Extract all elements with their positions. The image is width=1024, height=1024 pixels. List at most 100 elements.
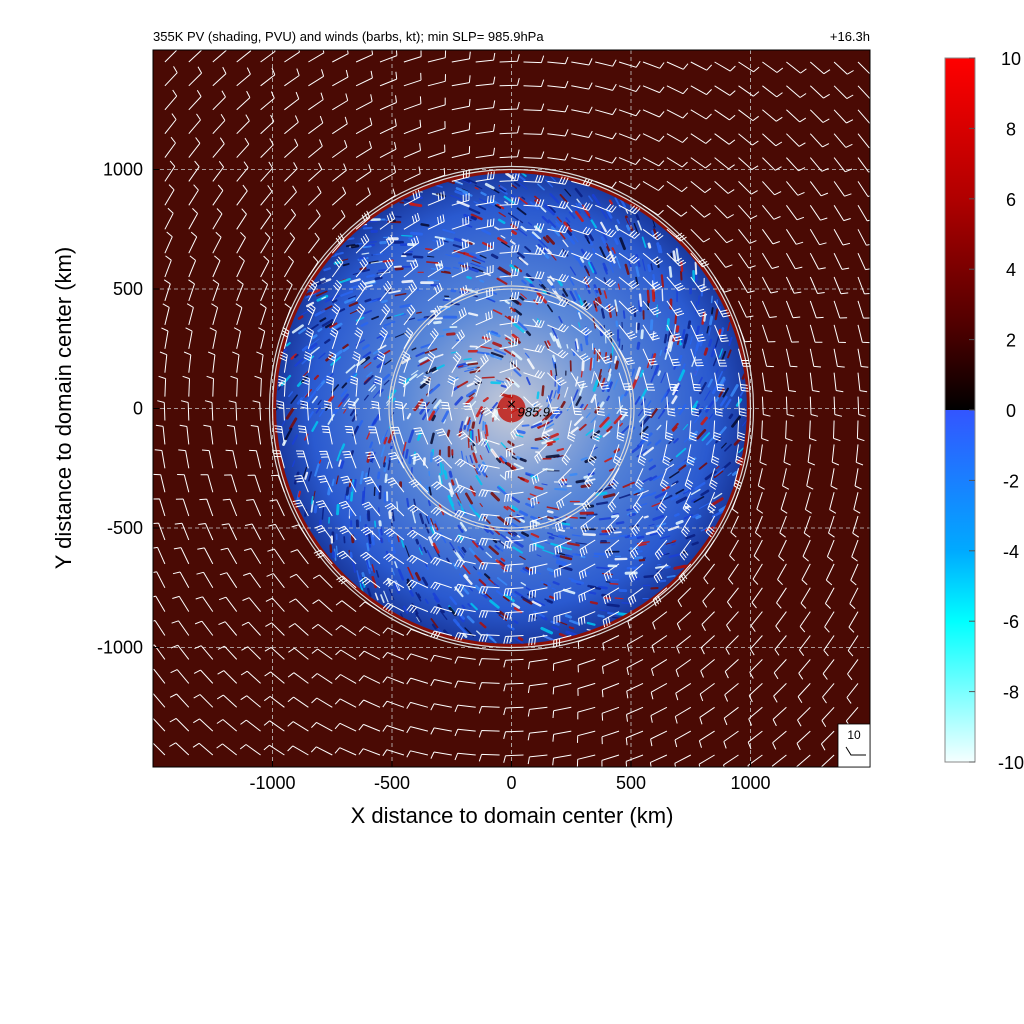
wind-barb bbox=[762, 181, 782, 196]
wind-barb bbox=[595, 203, 617, 213]
pv-texture-streak bbox=[556, 447, 565, 452]
wind-barb bbox=[382, 602, 405, 613]
wind-barb bbox=[595, 83, 617, 91]
wind-barb bbox=[723, 754, 739, 767]
wind-barb bbox=[684, 468, 694, 490]
pv-texture-streak bbox=[457, 546, 462, 551]
pv-texture-streak bbox=[323, 267, 331, 272]
pv-texture-streak bbox=[540, 580, 552, 587]
pv-texture-streak bbox=[590, 393, 597, 404]
pv-texture-streak bbox=[602, 493, 616, 499]
pv-texture-streak bbox=[589, 601, 598, 605]
pv-texture-streak bbox=[700, 489, 710, 497]
pv-texture-streak bbox=[307, 411, 314, 421]
wind-barb bbox=[785, 372, 796, 393]
wind-barb bbox=[379, 50, 398, 63]
wind-barb bbox=[523, 175, 545, 183]
pv-texture-streak bbox=[697, 376, 703, 386]
pv-texture-streak bbox=[342, 263, 350, 267]
pv-texture-streak bbox=[534, 195, 540, 202]
barb-reference-box: 10 bbox=[837, 723, 871, 768]
wind-barb bbox=[809, 181, 829, 197]
pv-texture-streak bbox=[588, 239, 594, 246]
pv-texture-streak bbox=[516, 207, 527, 216]
wind-barb bbox=[321, 425, 333, 445]
pv-texture-streak bbox=[673, 564, 687, 570]
wind-barb bbox=[344, 425, 357, 445]
wind-barb bbox=[571, 106, 593, 114]
wind-barb bbox=[547, 348, 569, 359]
wind-barb bbox=[529, 515, 548, 530]
wind-barb bbox=[447, 375, 456, 397]
wind-barb bbox=[824, 587, 835, 609]
wind-barb bbox=[528, 611, 548, 623]
wind-barb bbox=[244, 523, 262, 541]
wind-barb bbox=[601, 706, 620, 721]
pv-texture-streak bbox=[378, 529, 383, 539]
wind-barb bbox=[776, 587, 787, 609]
wind-barb bbox=[164, 160, 176, 182]
pv-texture-streak bbox=[363, 375, 374, 385]
wind-barb bbox=[169, 717, 190, 732]
wind-barb bbox=[528, 587, 548, 599]
wind-barb bbox=[854, 468, 862, 490]
pv-texture-streak bbox=[699, 340, 704, 347]
wind-barb bbox=[334, 747, 357, 756]
pv-texture-streak bbox=[426, 549, 433, 561]
wind-barb bbox=[401, 351, 411, 373]
wind-barb bbox=[857, 181, 870, 197]
pv-texture-streak bbox=[568, 577, 574, 581]
pv-texture-streak bbox=[538, 238, 549, 249]
wind-barb bbox=[499, 149, 520, 159]
pv-texture-streak bbox=[641, 476, 652, 484]
wind-barb bbox=[738, 109, 759, 122]
pv-texture-streak bbox=[342, 346, 350, 352]
pv-texture-streak bbox=[548, 535, 555, 540]
wind-barb bbox=[677, 587, 692, 608]
pv-texture-streak bbox=[368, 260, 379, 264]
pv-texture-streak bbox=[345, 486, 350, 496]
wind-barb bbox=[270, 474, 285, 493]
wind-barb bbox=[809, 133, 830, 148]
pv-texture-streak bbox=[498, 485, 506, 492]
wind-barb bbox=[499, 77, 520, 87]
pv-texture-streak bbox=[674, 313, 678, 325]
wind-barb bbox=[761, 324, 776, 343]
wind-barb bbox=[267, 548, 285, 565]
wind-barb bbox=[738, 348, 751, 367]
wind-barb bbox=[236, 67, 251, 87]
pv-texture-streak bbox=[397, 568, 405, 581]
wind-barb bbox=[406, 604, 429, 614]
pv-texture-streak bbox=[613, 355, 618, 364]
radius-ring bbox=[388, 285, 635, 532]
pv-texture-streak bbox=[402, 381, 410, 388]
pv-texture-streak bbox=[358, 575, 364, 588]
wind-barb bbox=[241, 646, 261, 660]
wind-barb bbox=[243, 548, 262, 565]
pv-texture-streak bbox=[533, 408, 542, 418]
pv-texture-streak bbox=[479, 279, 485, 283]
pv-texture-streak bbox=[372, 253, 384, 256]
pv-texture-streak bbox=[516, 320, 528, 331]
wind-barb bbox=[499, 337, 519, 350]
wind-barb bbox=[430, 506, 453, 517]
wind-barb bbox=[331, 186, 347, 206]
wind-barb bbox=[523, 295, 545, 304]
wind-barb bbox=[236, 161, 249, 182]
pv-texture-streak bbox=[588, 195, 594, 202]
wind-barb bbox=[577, 730, 596, 743]
wind-barb bbox=[576, 754, 596, 767]
wind-barb bbox=[454, 752, 476, 761]
wind-barb bbox=[430, 532, 453, 541]
wind-barb bbox=[642, 85, 665, 94]
wind-barb bbox=[833, 324, 846, 343]
pv-texture-streak bbox=[288, 417, 298, 430]
wind-barb bbox=[454, 632, 476, 641]
wind-barb bbox=[212, 50, 227, 63]
wind-barb bbox=[478, 586, 500, 594]
wind-barb bbox=[605, 515, 620, 536]
wind-barb bbox=[618, 372, 633, 391]
pv-texture-streak bbox=[738, 447, 744, 453]
wind-barb bbox=[268, 523, 285, 541]
pv-texture-streak bbox=[546, 506, 560, 511]
